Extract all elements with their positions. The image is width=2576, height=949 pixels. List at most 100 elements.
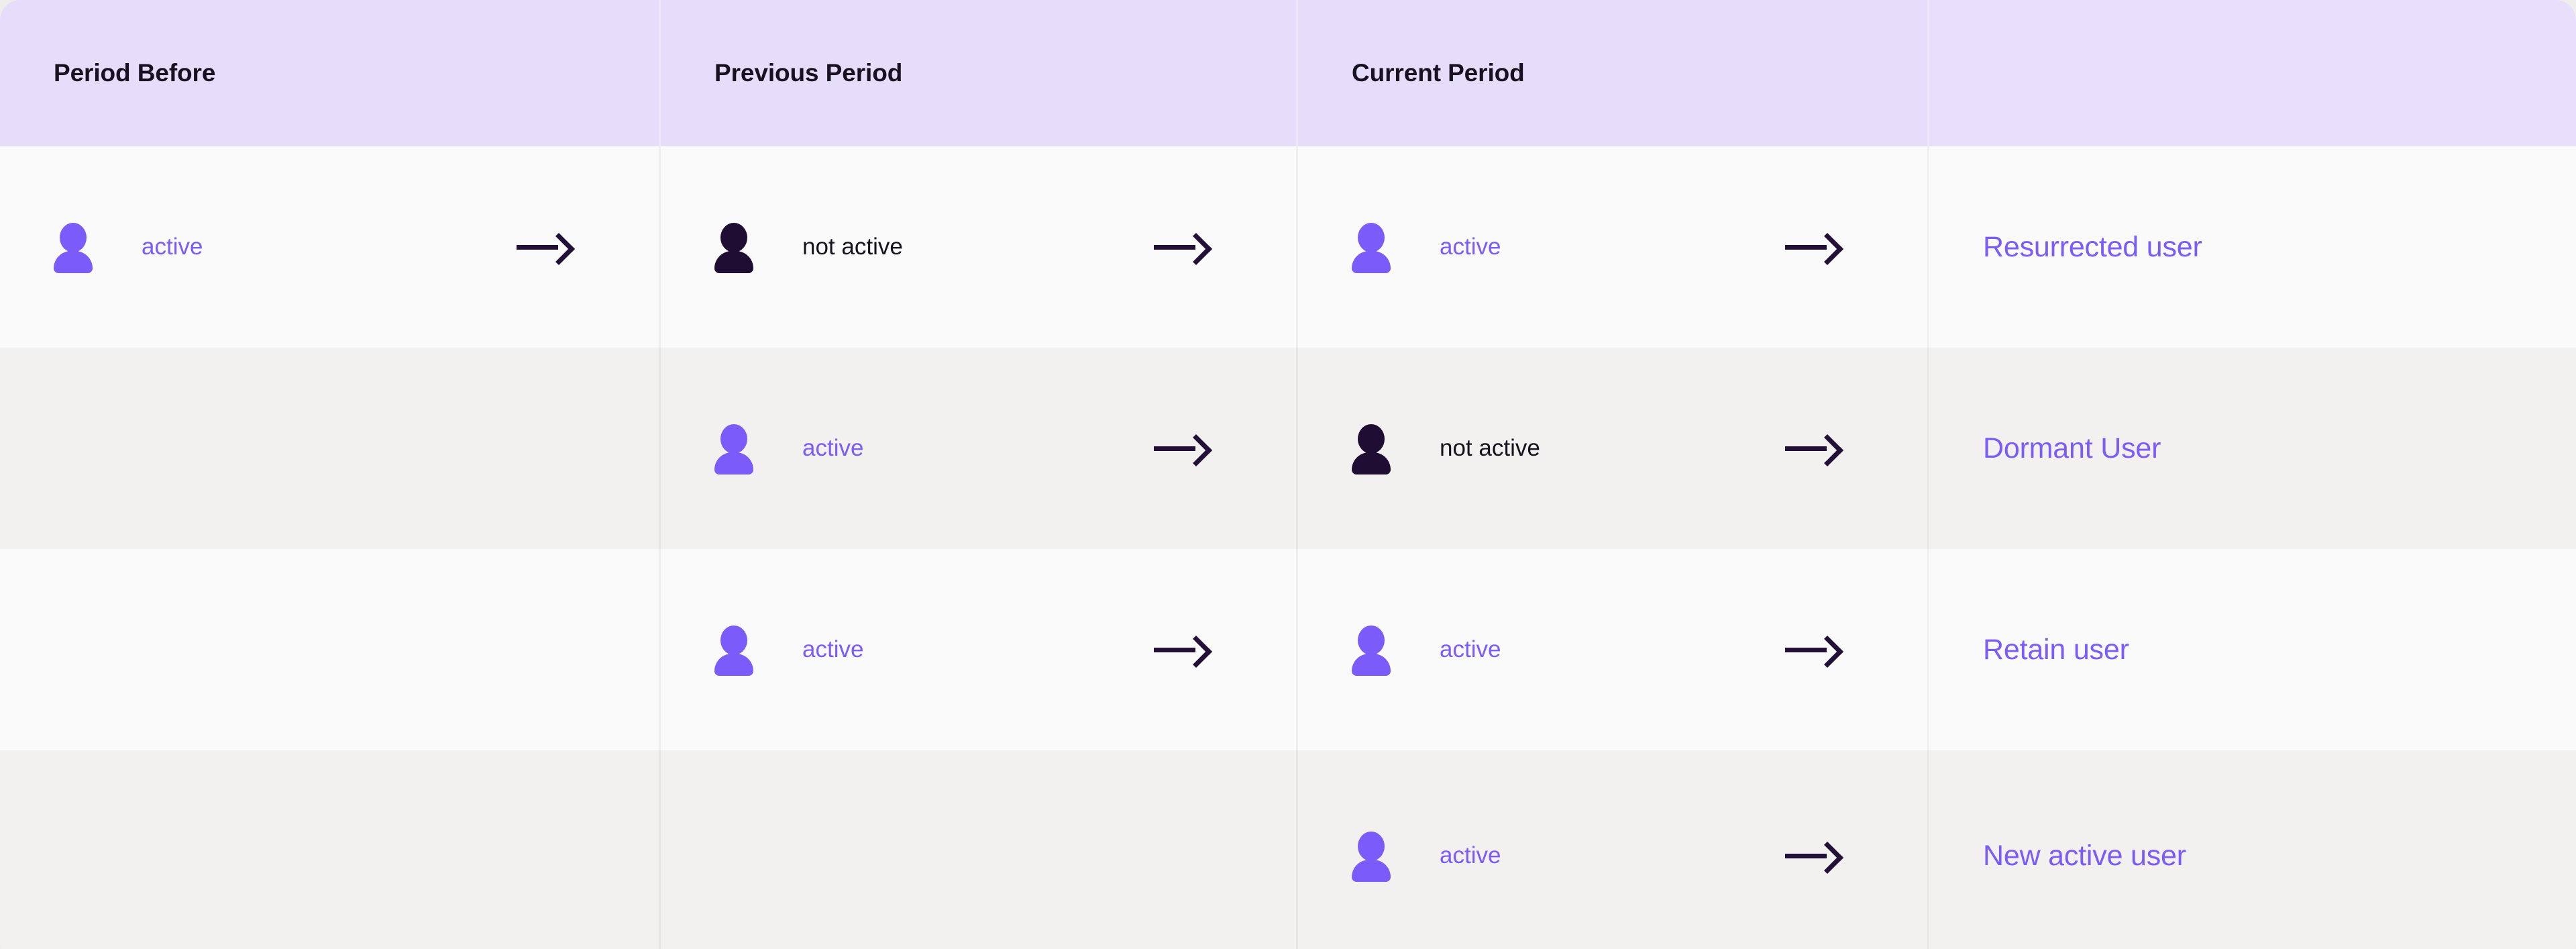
arrow-right-icon bbox=[1785, 434, 1844, 467]
person-icon-head bbox=[1358, 832, 1385, 861]
cell-period-before bbox=[0, 549, 659, 750]
arrow-head bbox=[1811, 232, 1844, 266]
person-icon-body bbox=[54, 251, 93, 273]
arrow-head bbox=[1179, 232, 1213, 266]
table-row[interactable]: active New active user bbox=[0, 750, 2576, 949]
state-group: not active bbox=[714, 223, 1296, 273]
arrow-head bbox=[1179, 635, 1213, 668]
state-label: active bbox=[802, 435, 864, 461]
arrow-head bbox=[1811, 434, 1844, 467]
arrow-shaft bbox=[1785, 854, 1827, 858]
state-label: active bbox=[1440, 234, 1501, 260]
person-icon-head bbox=[60, 223, 87, 252]
cell-previous-period: not active bbox=[659, 146, 1296, 348]
person-icon-head bbox=[720, 223, 747, 252]
arrow-shaft bbox=[1154, 245, 1195, 250]
table-header-row: Period Before Previous Period Current Pe… bbox=[0, 0, 2576, 146]
person-icon-body bbox=[1352, 860, 1391, 882]
cell-previous-period: active bbox=[659, 549, 1296, 750]
person-inactive-icon bbox=[714, 223, 753, 273]
state-group: active bbox=[714, 626, 1296, 676]
column-header-label: Period Before bbox=[54, 59, 216, 87]
cell-outcome: Retain user bbox=[1927, 549, 2576, 750]
cell-period-before bbox=[0, 348, 659, 549]
person-icon-head bbox=[720, 626, 747, 655]
arrow-right-icon bbox=[1154, 434, 1213, 467]
person-active-icon bbox=[1352, 223, 1391, 273]
cell-outcome: New active user bbox=[1927, 750, 2576, 949]
arrow-head bbox=[1179, 434, 1213, 467]
column-header-label: Previous Period bbox=[714, 59, 903, 87]
person-icon-body bbox=[1352, 452, 1391, 474]
person-icon-head bbox=[1358, 223, 1385, 252]
state-label: active bbox=[142, 234, 203, 260]
cell-current-period: active bbox=[1296, 146, 1927, 348]
cell-period-before bbox=[0, 750, 659, 949]
person-inactive-icon bbox=[1352, 424, 1391, 474]
state-group: active bbox=[54, 223, 659, 273]
table-row[interactable]: active not active bbox=[0, 146, 2576, 348]
arrow-head bbox=[1811, 841, 1844, 875]
column-header-label: Current Period bbox=[1352, 59, 1525, 87]
person-icon-head bbox=[720, 424, 747, 454]
column-header-period-before: Period Before bbox=[0, 0, 659, 146]
person-icon-body bbox=[714, 251, 753, 273]
arrow-right-icon bbox=[517, 232, 576, 266]
arrow-right-icon bbox=[1785, 841, 1844, 875]
state-group: active bbox=[714, 424, 1296, 474]
table-row[interactable]: active active bbox=[0, 549, 2576, 750]
state-group: not active bbox=[1352, 424, 1927, 474]
column-header-current-period: Current Period bbox=[1296, 0, 1927, 146]
arrow-head bbox=[1811, 635, 1844, 668]
person-icon-body bbox=[714, 654, 753, 676]
arrow-shaft bbox=[1154, 446, 1195, 451]
person-icon-body bbox=[1352, 251, 1391, 273]
outcome-label: Resurrected user bbox=[1983, 230, 2202, 263]
table-body: active not active bbox=[0, 146, 2576, 949]
person-icon-head bbox=[1358, 626, 1385, 655]
arrow-shaft bbox=[1785, 446, 1827, 451]
column-header-outcome bbox=[1927, 0, 2576, 146]
cell-outcome: Resurrected user bbox=[1927, 146, 2576, 348]
state-group: active bbox=[1352, 626, 1927, 676]
outcome-label: Retain user bbox=[1983, 633, 2129, 666]
arrow-right-icon bbox=[1785, 635, 1844, 668]
empty-cell bbox=[54, 448, 659, 449]
cell-outcome: Dormant User bbox=[1927, 348, 2576, 549]
person-icon-head bbox=[1358, 424, 1385, 454]
state-label: active bbox=[1440, 842, 1501, 868]
state-label: active bbox=[802, 636, 864, 662]
outcome-label: New active user bbox=[1983, 839, 2186, 872]
person-icon-body bbox=[714, 452, 753, 474]
arrow-right-icon bbox=[1154, 635, 1213, 668]
cell-current-period: active bbox=[1296, 549, 1927, 750]
arrow-shaft bbox=[1154, 648, 1195, 652]
outcome-label: Dormant User bbox=[1983, 432, 2161, 464]
state-label: active bbox=[1440, 636, 1501, 662]
arrow-right-icon bbox=[1785, 232, 1844, 266]
state-group: active bbox=[1352, 223, 1927, 273]
person-active-icon bbox=[714, 626, 753, 676]
cell-period-before: active bbox=[0, 146, 659, 348]
person-active-icon bbox=[714, 424, 753, 474]
cell-current-period: active bbox=[1296, 750, 1927, 949]
person-active-icon bbox=[1352, 626, 1391, 676]
person-icon-body bbox=[1352, 654, 1391, 676]
arrow-shaft bbox=[517, 245, 558, 250]
person-active-icon bbox=[1352, 832, 1391, 882]
state-label: not active bbox=[802, 234, 903, 260]
column-header-previous-period: Previous Period bbox=[659, 0, 1296, 146]
person-active-icon bbox=[54, 223, 93, 273]
state-group: active bbox=[1352, 832, 1927, 882]
arrow-head bbox=[542, 232, 576, 266]
cell-previous-period bbox=[659, 750, 1296, 949]
table-row[interactable]: active not active bbox=[0, 348, 2576, 549]
cell-previous-period: active bbox=[659, 348, 1296, 549]
cell-current-period: not active bbox=[1296, 348, 1927, 549]
state-label: not active bbox=[1440, 435, 1540, 461]
arrow-shaft bbox=[1785, 648, 1827, 652]
arrow-shaft bbox=[1785, 245, 1827, 250]
arrow-right-icon bbox=[1154, 232, 1213, 266]
